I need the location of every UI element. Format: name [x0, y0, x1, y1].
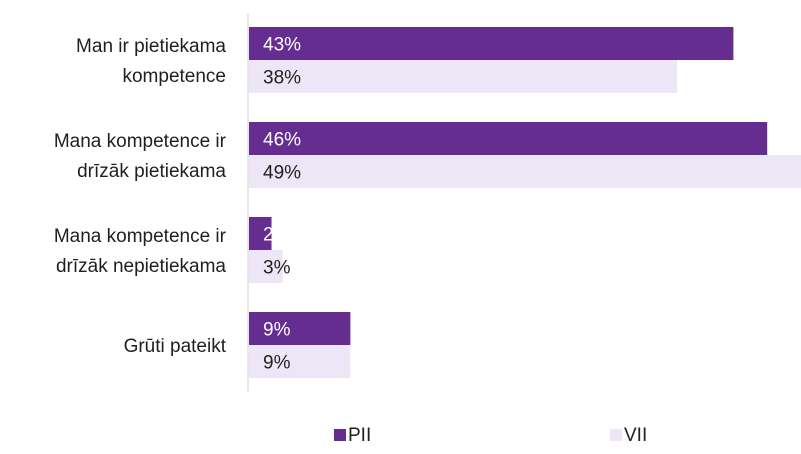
category-label-line: drīzāk nepietiekama: [56, 256, 226, 277]
legend-swatch-pii: [334, 429, 346, 441]
bar-value-label: 2%: [263, 225, 291, 246]
legend: PII VII: [334, 425, 647, 446]
category-label-line: kompetence: [122, 66, 226, 87]
bar-vii: [249, 60, 678, 93]
category-label-line: drīzāk pietiekama: [77, 161, 226, 182]
bar-pii: [249, 217, 272, 250]
category-label: Mana kompetence ir drīzāk pietiekama: [54, 131, 227, 182]
category-labels: Man ir pietiekama kompetence Mana kompeten…: [54, 36, 227, 357]
bar-value-label: 9%: [263, 353, 291, 374]
category-label-line: Grūti pateikt: [124, 336, 227, 357]
bar-vii: [249, 345, 351, 378]
legend-label-vii: VII: [624, 425, 647, 446]
bar-pii: [249, 312, 351, 345]
bar-pii: [249, 122, 768, 155]
category-label: Mana kompetence ir drīzāk nepietiekama: [54, 226, 227, 277]
category-label-line: Man ir pietiekama: [76, 36, 226, 57]
bars: 43% 38% 46% 49% 2% 3% 9% 9%: [249, 27, 801, 378]
category-label-line: Mana kompetence ir: [54, 131, 227, 152]
legend-label-pii: PII: [348, 425, 371, 446]
bar-value-label: 49%: [263, 163, 301, 184]
category-label: Man ir pietiekama kompetence: [76, 36, 226, 87]
category-label: Grūti pateikt: [124, 336, 227, 357]
legend-swatch-vii: [610, 429, 622, 441]
bar-value-label: 3%: [263, 258, 291, 279]
bar-value-label: 43%: [263, 35, 301, 56]
category-label-line: Mana kompetence ir: [54, 226, 227, 247]
bar-value-label: 9%: [263, 320, 291, 341]
bar-pii: [249, 27, 734, 60]
bar-value-label: 38%: [263, 68, 301, 89]
bar-vii: [249, 250, 283, 283]
bar-vii: [249, 155, 801, 188]
bar-value-label: 46%: [263, 130, 301, 151]
